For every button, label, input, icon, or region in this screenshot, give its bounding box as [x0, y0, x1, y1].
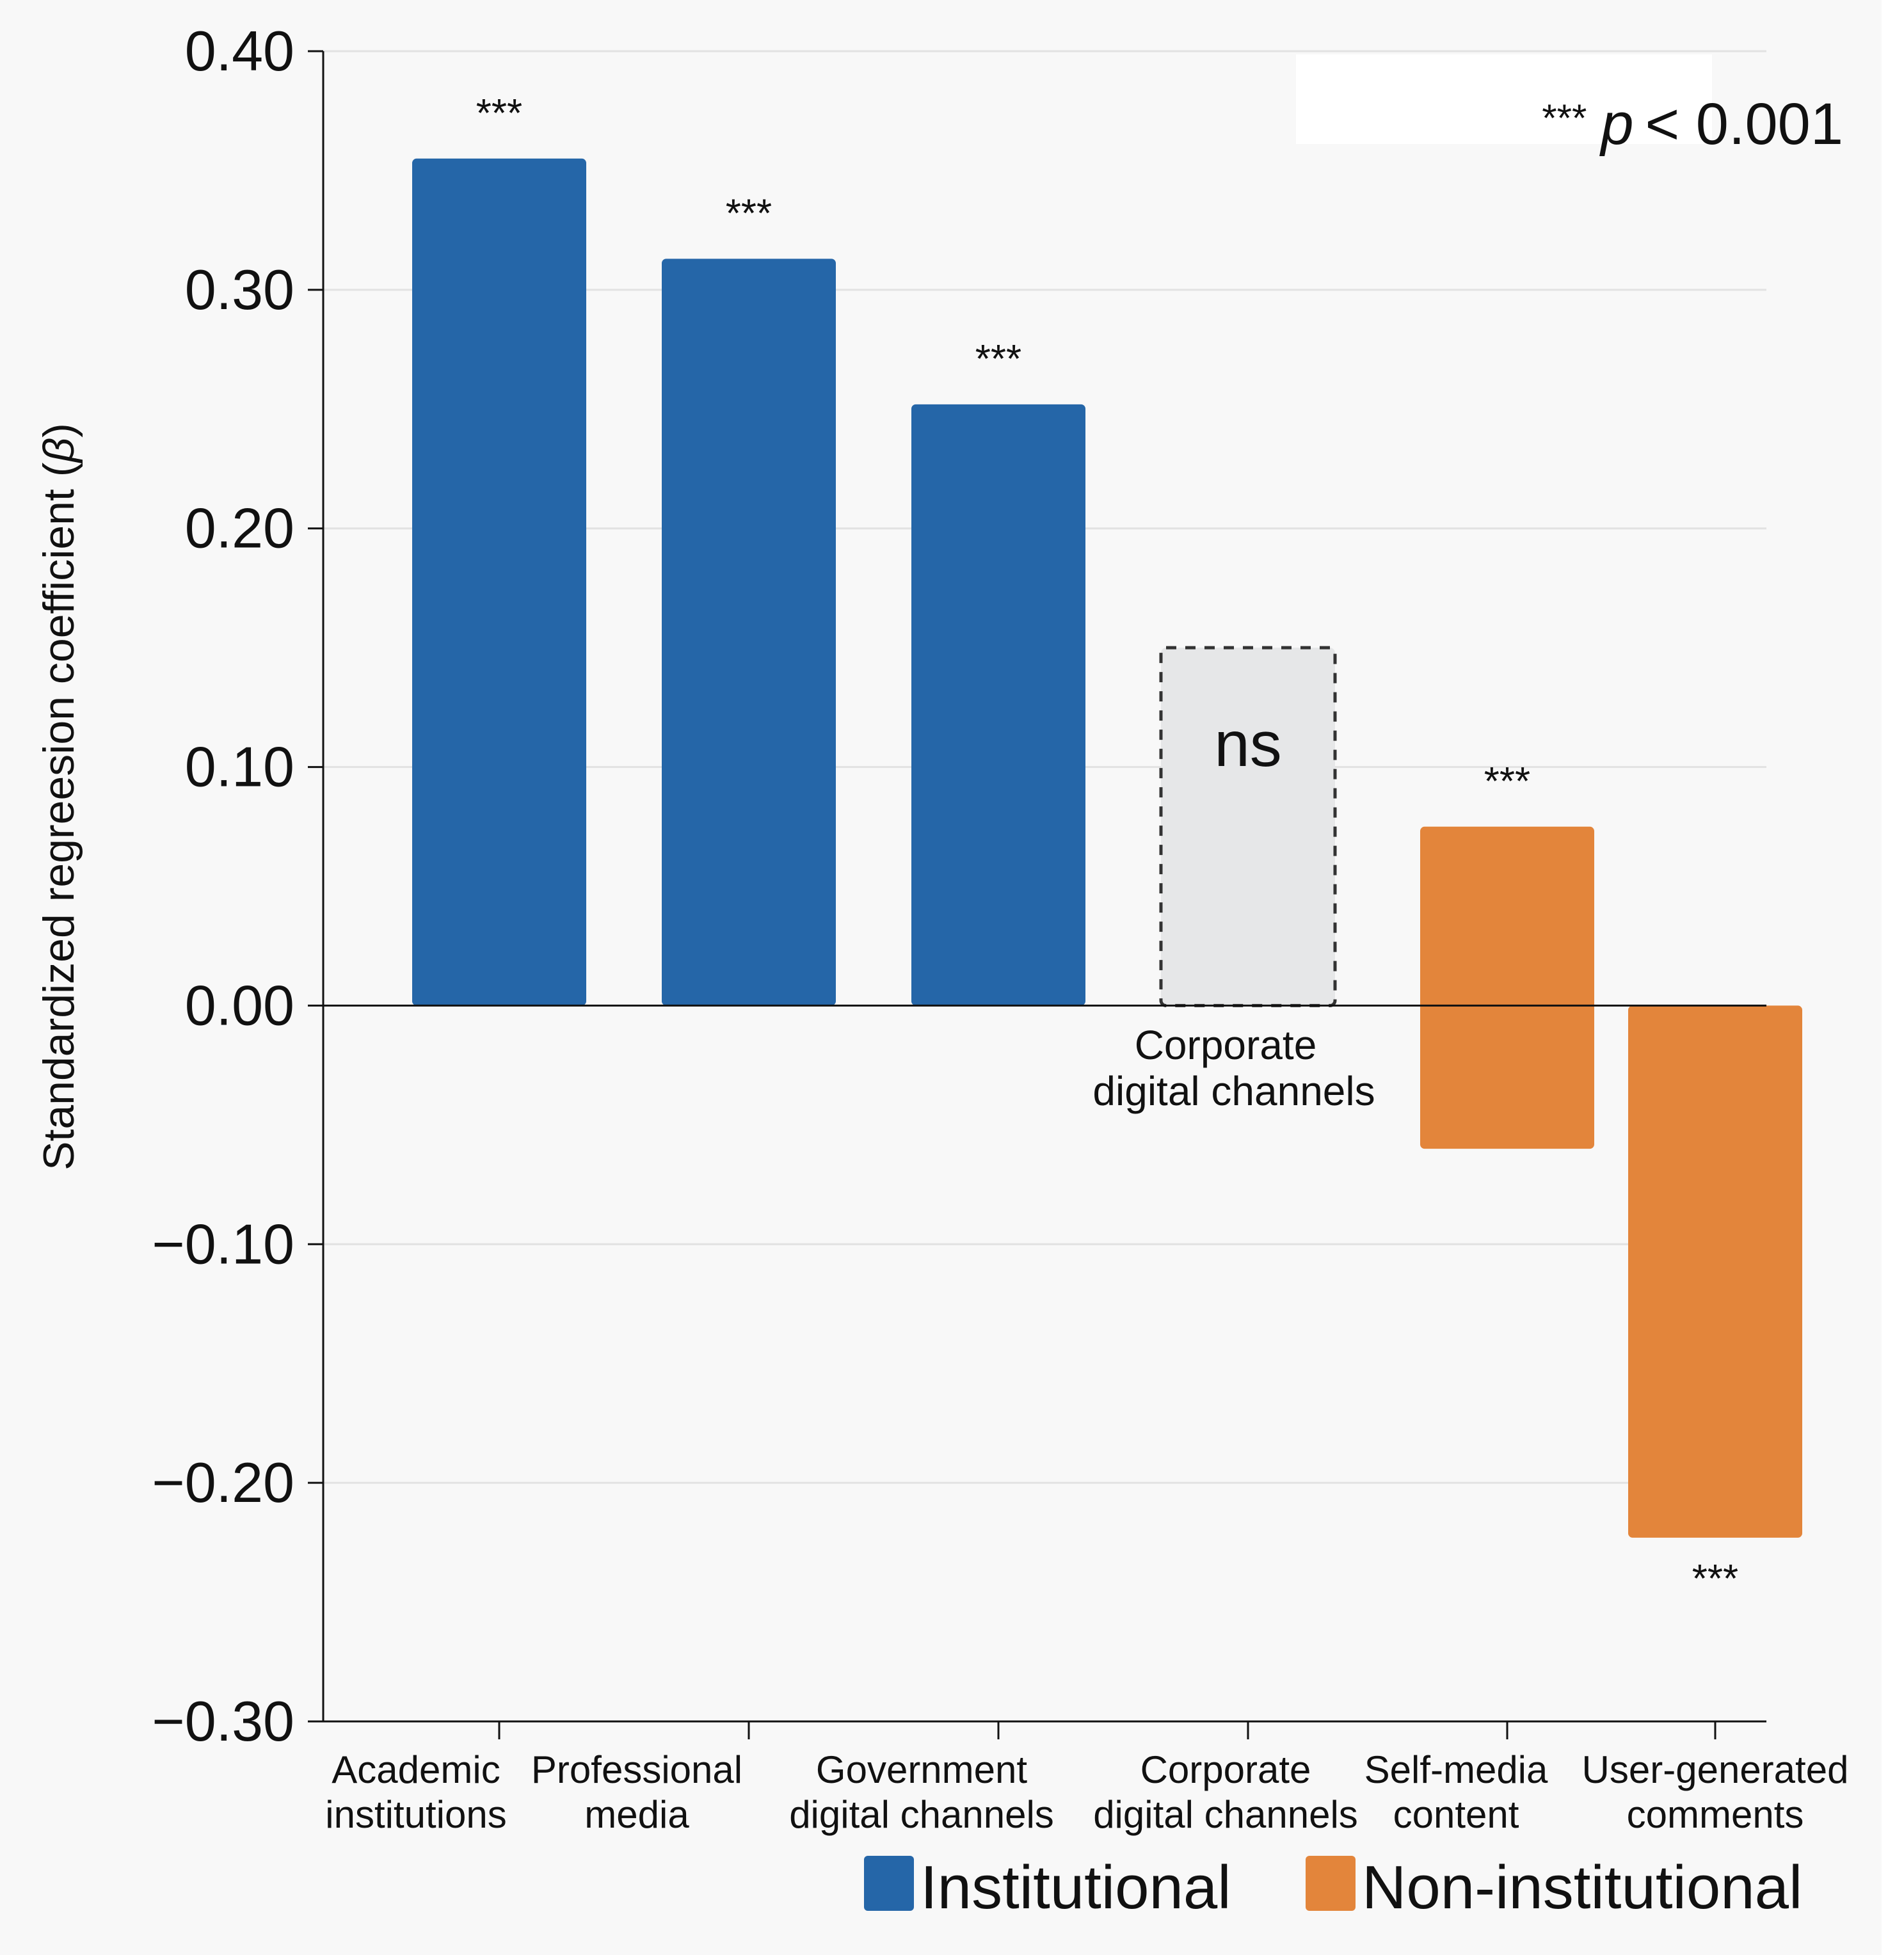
x-tick-label-line1: Government: [816, 1748, 1027, 1791]
significance-note: *** p < 0.001: [1542, 92, 1843, 157]
significance-label: ***: [1692, 1557, 1738, 1601]
legend-label-institutional: Institutional: [920, 1853, 1231, 1922]
bars-group: [412, 158, 1802, 1538]
significance-label: ***: [975, 337, 1021, 381]
significance-labels: *** *** *** ns *** ***: [476, 92, 1738, 1601]
legend-label-non-institutional: Non-institutional: [1362, 1853, 1802, 1922]
x-tick-label-line2: media: [584, 1793, 689, 1836]
legend-swatch-institutional: [864, 1856, 914, 1911]
x-tick-label-line2: content: [1393, 1793, 1519, 1836]
bar-6: [1628, 1005, 1802, 1538]
significance-label: ***: [726, 191, 772, 235]
y-tick-label: −0.20: [152, 1451, 294, 1514]
zero-annotation-line1: Corporate: [1135, 1022, 1317, 1068]
y-tick-label: 0.20: [185, 497, 294, 560]
y-tick-label: 0.10: [185, 735, 294, 799]
x-tick-label-line1: Professional: [531, 1748, 742, 1791]
y-axis-label: Standardized regreesion coefficient (β): [35, 423, 83, 1170]
x-tick-label-line2: institutions: [325, 1793, 506, 1836]
legend: Institutional Non-institutional: [864, 1853, 1802, 1922]
y-tick-label: 0.30: [185, 258, 294, 321]
x-tick-label-line1: Academic: [332, 1748, 500, 1791]
x-tick-label-line1: User-generated: [1582, 1748, 1849, 1791]
significance-label: ***: [1484, 760, 1530, 804]
y-ticks-group: 0.40 0.30 0.20 0.10 0.00 −0.10 −0.20 −0.30: [152, 19, 323, 1753]
x-tick-label-line2: comments: [1627, 1793, 1804, 1836]
x-tick-label-line1: Self-media: [1364, 1748, 1548, 1791]
y-tick-label: 0.00: [185, 973, 294, 1037]
significance-label: ns: [1214, 708, 1282, 780]
y-tick-label: 0.40: [185, 19, 294, 83]
legend-swatch-non-institutional: [1306, 1856, 1356, 1911]
y-tick-label: −0.30: [152, 1689, 294, 1753]
x-tick-label-line2: digital channels: [789, 1793, 1054, 1836]
x-tick-label-line2: digital channels: [1093, 1793, 1358, 1836]
bar-4: [1159, 646, 1337, 1007]
note-box: [1296, 54, 1712, 144]
bar-3: [911, 404, 1085, 1006]
bar-5: [1420, 826, 1594, 1149]
bar-1: [412, 158, 586, 1006]
y-tick-label: −0.10: [152, 1212, 294, 1275]
bar-2: [662, 259, 836, 1006]
x-tick-label-line1: Corporate: [1140, 1748, 1311, 1791]
significance-label: ***: [476, 92, 522, 136]
zero-annotation-line2: digital channels: [1092, 1068, 1375, 1114]
